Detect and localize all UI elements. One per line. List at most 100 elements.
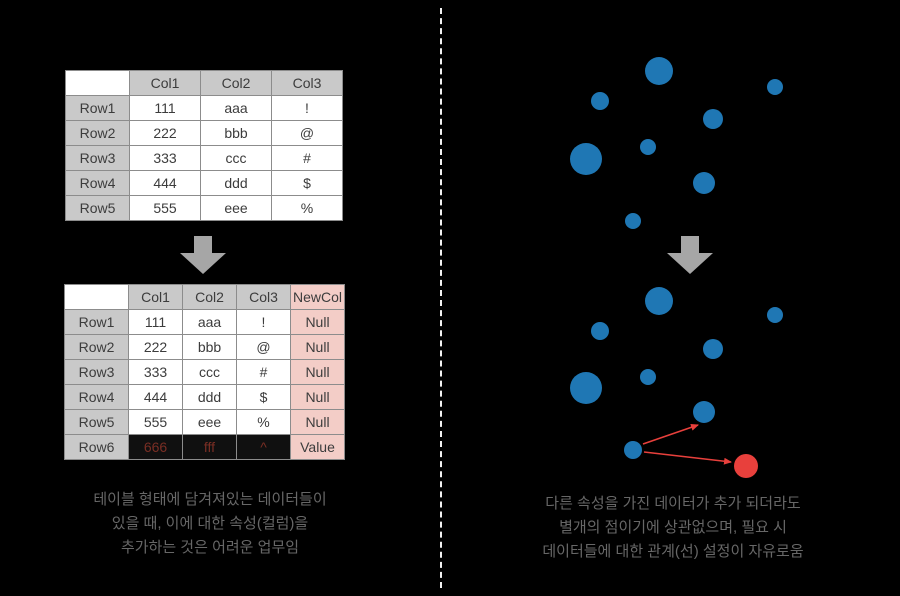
row-header: Row3 (65, 145, 130, 171)
right-caption: 다른 속성을 가진 데이터가 추가 되더라도 별개의 점이기에 상관없으며, 필… (462, 492, 884, 564)
data-cell: Null (290, 359, 345, 385)
data-cell: Null (290, 409, 345, 435)
data-cell: eee (200, 195, 272, 221)
table-row: Row3 333 ccc # (65, 145, 343, 171)
table-row: Row2 222 bbb @ (65, 120, 343, 146)
row-header: Row2 (65, 120, 130, 146)
relation-line (643, 451, 732, 465)
data-node-dot (570, 372, 602, 404)
data-cell: 333 (129, 145, 201, 171)
data-cell: fff (182, 434, 237, 460)
data-cell: @ (271, 120, 343, 146)
table-after-newcol: Col1 Col2 Col3 NewCol Row1 111 aaa! Null Row2 222… (64, 284, 345, 460)
table-row: Row4 444 ddd $ Null (64, 384, 345, 410)
row-header: Row6 (64, 434, 129, 460)
header-row: Col1 Col2 Col3 NewCol (64, 284, 345, 310)
table-row: Row6 666 fff ^ Value (64, 434, 345, 460)
row-header: Row1 (65, 95, 130, 121)
data-cell: # (271, 145, 343, 171)
graph-dots-canvas (570, 57, 783, 478)
data-cell: $ (271, 170, 343, 196)
row-header: Row4 (64, 384, 129, 410)
column-header: Col1 (129, 70, 201, 96)
data-node-dot (640, 139, 656, 155)
data-cell: Null (290, 334, 345, 360)
data-cell: 111 (128, 309, 183, 335)
data-cell: Null (290, 384, 345, 410)
panel-divider (440, 8, 442, 588)
data-cell: ccc (182, 359, 237, 385)
column-header: Col2 (182, 284, 237, 310)
relation-line (642, 423, 699, 445)
data-node-dot (591, 92, 609, 110)
data-cell: ddd (200, 170, 272, 196)
row-header: Row5 (65, 195, 130, 221)
table-row: Row2 222 bbb @ Null (64, 334, 345, 360)
caption-line: 테이블 형태에 담겨져있는 데이터들이 (93, 491, 327, 508)
data-node-dot (693, 401, 715, 423)
row-header: Row5 (64, 409, 129, 435)
data-cell: ^ (236, 434, 291, 460)
table-before: Col1 Col2 Col3 Row1 111 aaa! Row2 222 bbb @ Row3 33… (65, 70, 343, 221)
data-cell: % (236, 409, 291, 435)
data-cell: @ (236, 334, 291, 360)
column-header: Col2 (200, 70, 272, 96)
caption-line: 추가하는 것은 어려운 업무임 (120, 539, 300, 556)
data-cell: 222 (129, 120, 201, 146)
row-header: Row2 (64, 334, 129, 360)
data-node-dot (640, 369, 656, 385)
data-node-dot (703, 339, 723, 359)
down-arrow-shape (667, 236, 713, 274)
table-row: Row5 555 eee% (65, 195, 343, 221)
caption-line: 별개의 점이기에 상관없으며, 필요 시 (559, 519, 787, 536)
corner-cell (64, 284, 129, 310)
data-node-dot (703, 109, 723, 129)
new-data-node-dot (734, 454, 758, 478)
column-header: Col3 (236, 284, 291, 310)
header-row: Col1 Col2 Col3 (65, 70, 343, 96)
data-cell: ddd (182, 384, 237, 410)
data-cell: eee (182, 409, 237, 435)
data-cell: bbb (200, 120, 272, 146)
row-header: Row3 (64, 359, 129, 385)
data-cell: 333 (128, 359, 183, 385)
down-arrow-icon (667, 236, 713, 274)
caption-line: 데이터들에 대한 관계(선) 설정이 자유로움 (542, 543, 804, 560)
data-node-dot (767, 79, 783, 95)
data-cell: 555 (129, 195, 201, 221)
data-node-dot (624, 441, 642, 459)
data-cell: 444 (129, 170, 201, 196)
down-arrow-shape (180, 236, 226, 274)
data-cell: ccc (200, 145, 272, 171)
table-row: Row3 333 ccc # Null (64, 359, 345, 385)
data-node-dot (645, 287, 673, 315)
table-row: Row1 111 aaa! Null (64, 309, 345, 335)
data-cell: $ (236, 384, 291, 410)
caption-line: 있을 때, 이에 대한 속성(컬럼)을 (111, 515, 309, 532)
data-node-dot (570, 143, 602, 175)
table-row: Row1 111 aaa! (65, 95, 343, 121)
data-node-dot (693, 172, 715, 194)
data-cell: 222 (128, 334, 183, 360)
row-header: Row4 (65, 170, 130, 196)
table-row: Row5 555 eee% Null (64, 409, 345, 435)
data-cell: aaa (182, 309, 237, 335)
data-cell: 444 (128, 384, 183, 410)
data-cell: aaa (200, 95, 272, 121)
data-node-dot (625, 213, 641, 229)
data-cell: 666 (128, 434, 183, 460)
column-header: NewCol (290, 284, 345, 310)
data-cell: Null (290, 309, 345, 335)
data-cell: % (271, 195, 343, 221)
data-cell: 555 (128, 409, 183, 435)
column-header: Col3 (271, 70, 343, 96)
data-cell: 111 (129, 95, 201, 121)
data-cell: ! (271, 95, 343, 121)
left-caption: 테이블 형태에 담겨져있는 데이터들이 있을 때, 이에 대한 속성(컬럼)을 … (15, 488, 405, 560)
data-node-dot (767, 307, 783, 323)
data-node-dot (645, 57, 673, 85)
corner-cell (65, 70, 130, 96)
column-header: Col1 (128, 284, 183, 310)
table-row: Row4 444 ddd $ (65, 170, 343, 196)
